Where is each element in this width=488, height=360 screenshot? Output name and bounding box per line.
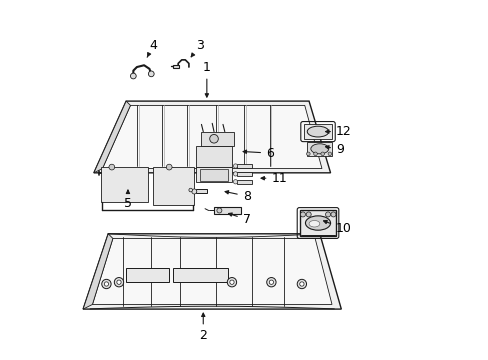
Polygon shape bbox=[237, 180, 251, 184]
Circle shape bbox=[233, 172, 237, 176]
Polygon shape bbox=[94, 101, 130, 173]
Circle shape bbox=[266, 278, 276, 287]
Polygon shape bbox=[300, 211, 335, 235]
Ellipse shape bbox=[306, 126, 328, 137]
Circle shape bbox=[102, 279, 111, 289]
Text: 5: 5 bbox=[123, 190, 132, 210]
Circle shape bbox=[209, 134, 218, 143]
Polygon shape bbox=[196, 167, 231, 182]
Circle shape bbox=[166, 164, 172, 170]
Polygon shape bbox=[214, 207, 241, 214]
Circle shape bbox=[327, 152, 331, 156]
Polygon shape bbox=[237, 172, 251, 176]
Text: 12: 12 bbox=[325, 125, 351, 138]
Circle shape bbox=[325, 212, 330, 217]
Circle shape bbox=[299, 282, 304, 286]
Circle shape bbox=[300, 212, 305, 217]
Circle shape bbox=[320, 152, 324, 156]
Text: 2: 2 bbox=[199, 313, 207, 342]
Polygon shape bbox=[306, 141, 332, 156]
Circle shape bbox=[148, 71, 154, 77]
Polygon shape bbox=[303, 125, 332, 139]
Polygon shape bbox=[196, 189, 206, 193]
Polygon shape bbox=[172, 268, 228, 282]
Circle shape bbox=[233, 164, 237, 168]
Polygon shape bbox=[102, 105, 321, 168]
Polygon shape bbox=[196, 146, 231, 167]
Circle shape bbox=[109, 164, 115, 170]
Text: 6: 6 bbox=[243, 147, 273, 159]
Polygon shape bbox=[172, 64, 179, 68]
Circle shape bbox=[191, 189, 196, 194]
Circle shape bbox=[130, 73, 136, 79]
Circle shape bbox=[217, 208, 222, 213]
Polygon shape bbox=[153, 167, 194, 205]
Circle shape bbox=[330, 212, 335, 217]
Text: 8: 8 bbox=[224, 190, 250, 203]
Circle shape bbox=[269, 280, 273, 284]
Ellipse shape bbox=[310, 144, 328, 154]
Polygon shape bbox=[237, 164, 251, 168]
Circle shape bbox=[297, 279, 306, 289]
Polygon shape bbox=[201, 132, 233, 146]
Ellipse shape bbox=[305, 216, 330, 230]
Polygon shape bbox=[83, 234, 341, 309]
Circle shape bbox=[229, 280, 234, 284]
Circle shape bbox=[114, 278, 123, 287]
Text: 7: 7 bbox=[228, 213, 250, 226]
Circle shape bbox=[117, 280, 121, 284]
Text: 4: 4 bbox=[147, 39, 157, 57]
Polygon shape bbox=[101, 167, 147, 202]
Polygon shape bbox=[94, 101, 330, 173]
Circle shape bbox=[188, 188, 192, 192]
Text: 9: 9 bbox=[325, 143, 343, 156]
Circle shape bbox=[227, 278, 236, 287]
Text: 1: 1 bbox=[203, 60, 210, 97]
Circle shape bbox=[233, 180, 237, 184]
Polygon shape bbox=[83, 234, 113, 309]
Text: 3: 3 bbox=[191, 39, 203, 57]
Text: 10: 10 bbox=[323, 220, 351, 235]
Circle shape bbox=[313, 152, 317, 156]
Circle shape bbox=[104, 282, 108, 286]
Polygon shape bbox=[92, 238, 331, 305]
Circle shape bbox=[306, 152, 309, 156]
Text: 11: 11 bbox=[261, 172, 286, 185]
Polygon shape bbox=[126, 268, 169, 282]
Circle shape bbox=[305, 212, 310, 217]
Polygon shape bbox=[199, 169, 228, 181]
Ellipse shape bbox=[308, 221, 319, 227]
